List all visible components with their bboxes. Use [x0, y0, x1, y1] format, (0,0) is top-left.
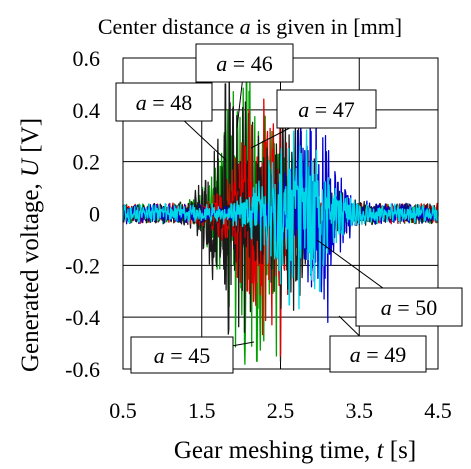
x-tick-labels: 0.5 1.5 2.5 3.5 4.5	[109, 398, 452, 423]
annotation-leader	[250, 127, 290, 149]
x-tick-label: 3.5	[346, 398, 374, 423]
annotation-label: a = 47	[298, 97, 354, 122]
annotations: a = 48 a = 46 a = 47 a = 50 a = 45 a = 49	[115, 43, 463, 374]
x-tick-label: 2.5	[267, 398, 295, 423]
annotation-box	[130, 336, 234, 374]
y-tick-label: 0.6	[73, 46, 101, 71]
chart-title: Center distance a is given in [mm]	[98, 14, 402, 39]
annotation-box	[276, 89, 377, 129]
annotation-box	[195, 43, 294, 83]
annotation-label: a = 49	[350, 342, 406, 367]
annotation-label: a = 50	[381, 295, 437, 320]
series-layer	[122, 57, 439, 365]
x-tick-label: 4.5	[424, 398, 452, 423]
y-axis-label: Generated voltage, U [V]	[17, 118, 44, 372]
annotation-box	[329, 335, 427, 373]
x-tick-label: 1.5	[188, 398, 216, 423]
annotation-leader	[183, 120, 227, 161]
y-tick-label: 0.2	[73, 150, 101, 175]
annotation-box	[115, 82, 213, 122]
annotation-leader	[316, 239, 384, 289]
annotation-label: a = 48	[136, 90, 192, 115]
annotation-label: a = 46	[216, 51, 272, 76]
x-axis-label: Gear meshing time, t [s]	[174, 437, 416, 464]
x-tick-label: 0.5	[109, 398, 137, 423]
annotation-leader	[232, 341, 255, 347]
annotation-box	[355, 287, 463, 327]
y-tick-label: 0.4	[73, 98, 101, 123]
y-tick-label: 0	[89, 202, 100, 227]
y-tick-label: -0.6	[65, 357, 100, 382]
y-tick-label: -0.4	[65, 305, 100, 330]
series-line	[122, 129, 439, 310]
annotation-leader	[338, 315, 360, 337]
y-tick-label: -0.2	[65, 253, 100, 278]
y-tick-labels: 0.6 0.4 0.2 0 -0.2 -0.4 -0.6	[65, 46, 100, 382]
annotation-leader	[236, 81, 243, 129]
annotation-label: a = 45	[154, 343, 210, 368]
